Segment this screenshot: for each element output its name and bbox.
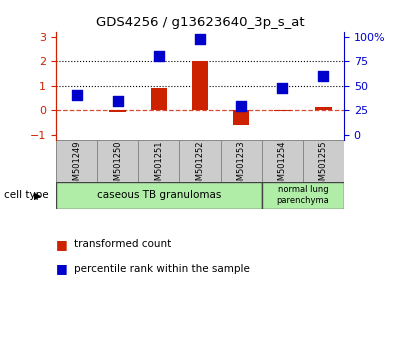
Text: GSM501250: GSM501250 [113, 141, 122, 192]
Text: ■: ■ [56, 263, 68, 275]
Text: GSM501254: GSM501254 [278, 141, 287, 192]
FancyBboxPatch shape [56, 139, 97, 182]
Point [114, 98, 121, 104]
Text: GSM501253: GSM501253 [237, 141, 246, 192]
Text: transformed count: transformed count [74, 239, 171, 249]
Title: GDS4256 / g13623640_3p_s_at: GDS4256 / g13623640_3p_s_at [96, 16, 304, 29]
Point [156, 53, 162, 59]
Bar [192, 61, 208, 110]
Text: GSM501255: GSM501255 [319, 141, 328, 192]
Bar [151, 88, 167, 110]
Text: caseous TB granulomas: caseous TB granulomas [97, 190, 221, 200]
Point [320, 73, 327, 79]
Point [197, 36, 203, 42]
FancyBboxPatch shape [303, 139, 344, 182]
Text: GSM501252: GSM501252 [196, 141, 204, 192]
FancyBboxPatch shape [220, 139, 262, 182]
FancyBboxPatch shape [262, 139, 303, 182]
Bar [110, 110, 126, 112]
Point [73, 92, 80, 98]
Bar [274, 110, 290, 111]
Text: GSM501251: GSM501251 [154, 141, 163, 192]
FancyBboxPatch shape [180, 139, 220, 182]
Bar [315, 107, 332, 110]
Text: cell type: cell type [4, 190, 49, 200]
Point [238, 103, 244, 109]
Text: ■: ■ [56, 238, 68, 251]
FancyBboxPatch shape [262, 182, 344, 209]
Bar [233, 110, 249, 125]
Point [279, 85, 286, 91]
FancyBboxPatch shape [56, 182, 262, 209]
Text: ▶: ▶ [34, 190, 42, 200]
Text: normal lung
parenchyma: normal lung parenchyma [276, 185, 329, 205]
FancyBboxPatch shape [138, 139, 180, 182]
Text: percentile rank within the sample: percentile rank within the sample [74, 264, 250, 274]
FancyBboxPatch shape [97, 139, 138, 182]
Text: GSM501249: GSM501249 [72, 141, 81, 192]
